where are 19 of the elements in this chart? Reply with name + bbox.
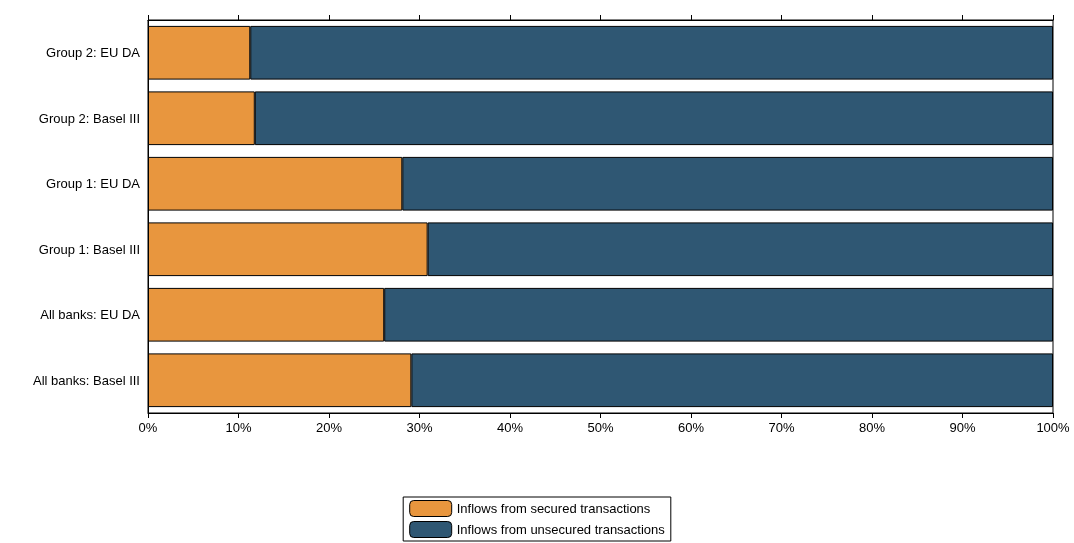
x-tick-label: 60% bbox=[677, 420, 705, 435]
x-tick-label: 40% bbox=[496, 420, 524, 435]
y-tick-label: All banks: EU DA bbox=[40, 307, 141, 323]
x-tick-label: 100% bbox=[1036, 420, 1071, 435]
y-tick-label: All banks: Basel III bbox=[33, 372, 140, 388]
y-tick-label: Group 1: Basel III bbox=[38, 241, 140, 257]
x-tick-label: 20% bbox=[315, 420, 343, 435]
legend-label: Inflows from unsecured transactions bbox=[456, 522, 666, 537]
legend-label: Inflows from secured transactions bbox=[456, 501, 651, 516]
x-tick-label: 90% bbox=[949, 420, 976, 435]
y-tick-label: Group 1: EU DA bbox=[46, 176, 141, 192]
x-tick-label: 50% bbox=[587, 420, 614, 435]
x-tick-label: 30% bbox=[406, 420, 433, 435]
x-tick-label: 0% bbox=[138, 420, 158, 435]
x-tick-label: 10% bbox=[225, 420, 252, 435]
x-tick-label: 70% bbox=[768, 420, 795, 435]
x-tick-label: 80% bbox=[858, 420, 886, 435]
y-tick-label: Group 2: EU DA bbox=[46, 45, 141, 61]
y-tick-label: Group 2: Basel III bbox=[38, 110, 140, 126]
